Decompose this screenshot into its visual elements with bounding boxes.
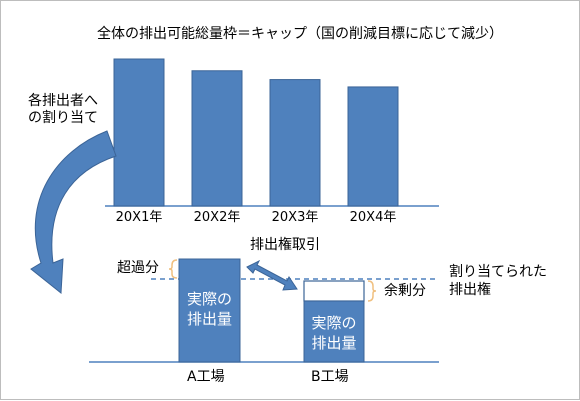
surplus-label: 余剰分	[384, 283, 426, 299]
excess-bracket	[168, 259, 178, 279]
factory-b-actual-text: 実際の 排出量	[304, 313, 364, 353]
trade-arrow	[246, 259, 298, 291]
excess-label: 超過分	[117, 260, 159, 276]
allocation-arrow	[30, 130, 117, 294]
x-tick-label-2: 20X2年	[193, 210, 241, 225]
allocation-label: 各排出者へ の割り当て	[28, 93, 113, 127]
factory-a-actual-line2: 排出量	[186, 310, 232, 328]
factory-b-label: B工場	[311, 369, 349, 385]
allocation-label-line1: 各排出者へ	[28, 93, 98, 109]
factory-a-actual-line1: 実際の	[186, 290, 232, 308]
bar-1	[113, 58, 165, 207]
bar-4	[347, 86, 399, 207]
bar-3	[269, 79, 321, 207]
bar-2	[191, 70, 243, 207]
factory-a-actual-text: 実際の 排出量	[179, 289, 240, 329]
x-tick-label-4: 20X4年	[349, 210, 397, 225]
x-tick-label-1: 20X1年	[115, 210, 163, 225]
surplus-bracket	[367, 280, 377, 302]
factory-b-actual-bar	[303, 300, 365, 363]
factory-b-surplus-box	[303, 280, 365, 302]
assigned-label-line2: 排出権	[449, 282, 491, 298]
allocation-label-line2: の割り当て	[28, 110, 98, 126]
chart-title: 全体の排出可能総量枠＝キャップ（国の削減目標に応じて減少）	[97, 26, 503, 42]
factory-b-actual-line1: 実際の	[311, 314, 357, 332]
factory-b-actual-line2: 排出量	[311, 334, 357, 352]
x-tick-label-3: 20X3年	[271, 210, 319, 225]
factory-a-actual-bar	[178, 258, 241, 363]
trade-label: 排出権取引	[250, 237, 320, 253]
assigned-label-line1: 割り当てられた	[449, 264, 547, 280]
factory-a-label: A工場	[187, 369, 225, 385]
